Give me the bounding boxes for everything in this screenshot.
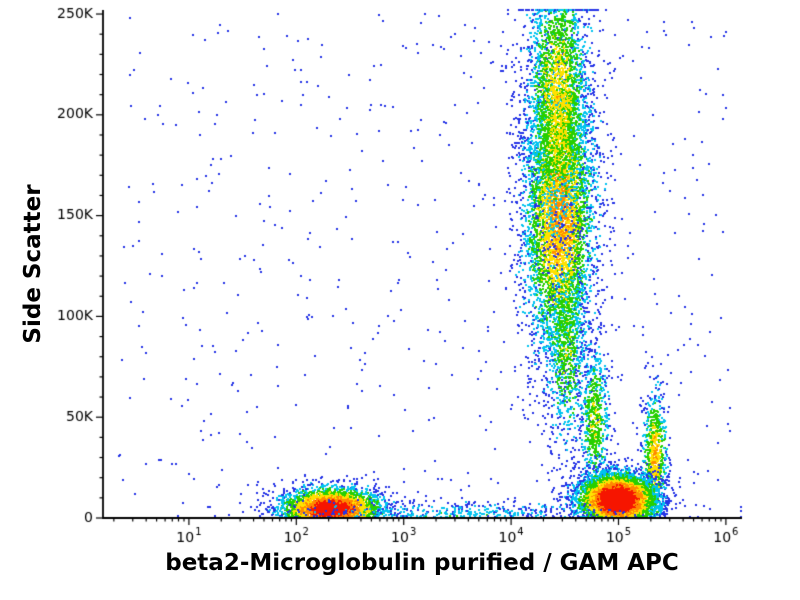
x-axis-label: beta2-Microglobulin purified / GAM APC [165,550,679,576]
y-axis-label: Side Scatter [20,184,46,344]
